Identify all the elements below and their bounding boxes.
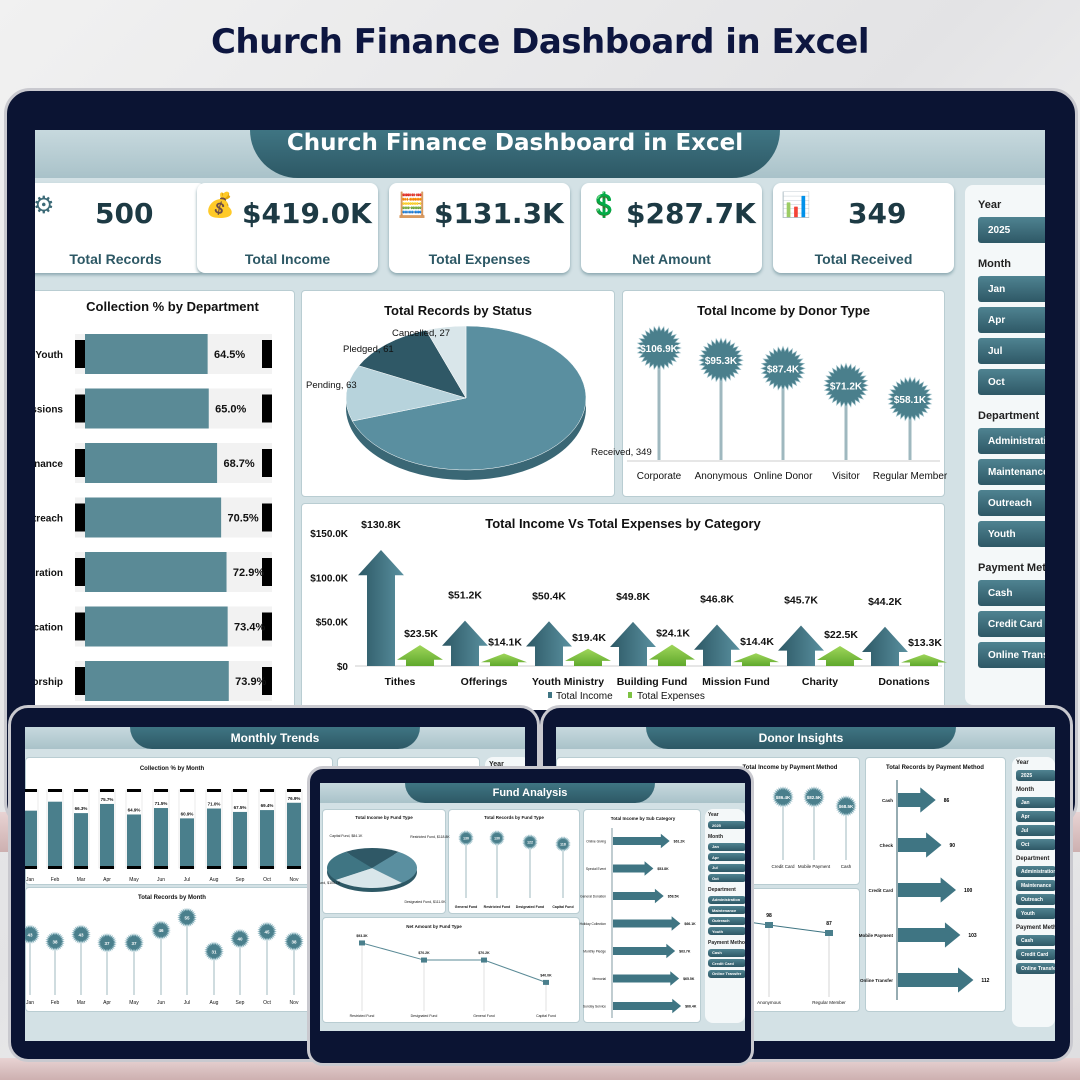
report-percent-icon: 📊	[781, 192, 811, 219]
collection-by-department-panel: Collection % by Department	[35, 290, 295, 710]
income-by-subcategory-panel	[583, 809, 701, 1023]
slicer-payment-online-transfer[interactable]: Online Transfer	[1016, 963, 1055, 974]
slicer-payment-online-transfer[interactable]: Online Transfer	[978, 642, 1045, 668]
slicer-month-jul[interactable]: Jul	[1016, 825, 1055, 836]
hand-coins-icon: 💲	[589, 192, 619, 219]
slicer-year-title: Year	[489, 761, 504, 768]
slicer-payment-cash[interactable]: Cash	[978, 580, 1045, 606]
slicer-payment-cash[interactable]: Cash	[1016, 935, 1055, 946]
slicer-department-maintenance[interactable]: Maintenance	[708, 906, 745, 914]
kpi-value: $131.3K	[434, 197, 564, 230]
slicer-panel: Year 2025 Month Jan Apr Jul Oct Department Admin…	[705, 809, 745, 1023]
donor-insights-title: Donor Insights	[646, 727, 956, 749]
slicer-department-youth[interactable]: Youth	[1016, 908, 1055, 919]
slicer-month-jul[interactable]: Jul	[708, 863, 745, 872]
slicer-payment-title: Payment Method	[708, 939, 745, 946]
slicer-department-youth[interactable]: Youth	[708, 927, 745, 935]
kpi-label: Total Records	[69, 251, 162, 267]
collection-by-month-panel	[25, 757, 333, 885]
panel-title: Collection % by Department	[86, 299, 259, 314]
slicer-year-2025[interactable]: 2025	[978, 217, 1045, 243]
kpi-card-total-received: 📊 349 Total Received	[773, 183, 954, 273]
slicer-month-oct[interactable]: Oct	[708, 874, 745, 882]
net-by-fund-panel	[322, 917, 580, 1023]
dashboard-title: Church Finance Dashboard in Excel	[250, 130, 780, 178]
calculator-icon: 🧮	[397, 192, 427, 219]
fund-analysis-title: Fund Analysis	[405, 783, 655, 803]
money-bag-chart-icon: 💰	[205, 192, 235, 219]
slicer-department-title: Department	[708, 886, 736, 893]
slicer-month-title: Month	[708, 833, 723, 840]
records-icon: ⚙	[35, 192, 55, 219]
fund-analysis-screen: Fund Analysis Year 2025 Month Jan Apr Jul Oct D…	[320, 783, 745, 1031]
slicer-department-title: Department	[978, 410, 1040, 422]
income-by-donor-panel: Total Income by Donor Type	[622, 290, 945, 497]
slicer-month-oct[interactable]: Oct	[978, 369, 1045, 395]
kpi-value: 349	[848, 197, 907, 230]
slicer-month-title: Month	[978, 258, 1011, 270]
slicer-payment-title: Payment Method	[978, 562, 1045, 574]
records-by-payment-panel	[865, 757, 1006, 1012]
slicer-payment-credit-card[interactable]: Credit Card	[978, 611, 1045, 637]
slicer-department-outreach[interactable]: Outreach	[1016, 894, 1055, 905]
slicer-department-maintenance[interactable]: Maintenance	[1016, 880, 1055, 891]
monthly-trends-title: Monthly Trends	[130, 727, 420, 749]
slicer-month-apr[interactable]: Apr	[1016, 811, 1055, 822]
kpi-label: Total Received	[814, 251, 913, 267]
slicer-department-administration[interactable]: Administration	[1016, 866, 1055, 877]
slicer-year-title: Year	[1016, 760, 1029, 766]
slicer-department-title: Department	[1016, 856, 1050, 862]
slicer-payment-title: Payment Method	[1016, 925, 1055, 931]
slicer-year-title: Year	[708, 812, 719, 818]
slicer-month-jan[interactable]: Jan	[1016, 797, 1055, 808]
records-by-status-panel: Total Records by Status	[301, 290, 615, 497]
slicer-month-jan[interactable]: Jan	[978, 276, 1045, 302]
panel-title: Total Income by Donor Type	[697, 303, 870, 318]
slicer-payment-cash[interactable]: Cash	[708, 948, 745, 957]
slicer-department-maintenance[interactable]: Maintenance	[978, 459, 1045, 485]
income-vs-expenses-panel: Total Income Vs Total Expenses by Catego…	[301, 503, 945, 710]
kpi-value: $419.0K	[242, 197, 372, 230]
slicer-department-outreach[interactable]: Outreach	[708, 916, 745, 925]
income-by-fund-panel	[322, 809, 446, 914]
kpi-label: Total Income	[244, 251, 331, 267]
hero-title: Church Finance Dashboard in Excel	[210, 22, 870, 62]
slicer-month-title: Month	[1016, 787, 1034, 793]
slicer-payment-credit-card[interactable]: Credit Card	[708, 959, 745, 967]
panel-title: Total Income Vs Total Expenses by Catego…	[485, 516, 761, 531]
slicer-year-2025[interactable]: 2025	[1016, 770, 1055, 781]
slicer-month-apr[interactable]: Apr	[708, 853, 745, 861]
laptop-base-bottom	[0, 1058, 1080, 1080]
panel-title: Total Records by Status	[384, 303, 532, 318]
kpi-label: Total Expenses	[428, 251, 531, 267]
kpi-card-total-income: 💰 $419.0K Total Income	[197, 183, 378, 273]
slicer-department-outreach[interactable]: Outreach	[978, 490, 1045, 516]
kpi-card-total-records: ⚙ 500 Total Records	[35, 183, 206, 273]
kpi-value: $287.7K	[626, 197, 756, 230]
kpi-value: 500	[95, 197, 154, 230]
slicer-department-youth[interactable]: Youth	[978, 521, 1045, 547]
slicer-panel: Year 2025 Month Jan Apr Jul Oct Department Admin…	[1012, 757, 1055, 1027]
kpi-card-total-expenses: 🧮 $131.3K Total Expenses	[389, 183, 570, 273]
slicer-year-2025[interactable]: 2025	[708, 821, 745, 829]
kpi-label: Net Amount	[632, 251, 711, 267]
main-dashboard-screen: Church Finance Dashboard in Excel Collec…	[35, 130, 1045, 710]
records-by-month-panel	[25, 887, 333, 1012]
slicer-panel: Year 2025 Month Jan Apr Jul Oct Department Admin…	[965, 185, 1045, 705]
slicer-month-oct[interactable]: Oct	[1016, 839, 1055, 850]
kpi-card-net-amount: 💲 $287.7K Net Amount	[581, 183, 762, 273]
slicer-payment-online-transfer[interactable]: Online Transfer	[708, 969, 745, 978]
slicer-department-administration[interactable]: Administration	[708, 895, 745, 904]
slicer-month-jan[interactable]: Jan	[708, 842, 745, 851]
slicer-year-title: Year	[978, 199, 1002, 211]
slicer-payment-credit-card[interactable]: Credit Card	[1016, 949, 1055, 960]
slicer-month-jul[interactable]: Jul	[978, 338, 1045, 364]
slicer-department-administration[interactable]: Administration	[978, 428, 1045, 454]
slicer-month-apr[interactable]: Apr	[978, 307, 1045, 333]
records-by-fund-panel	[448, 809, 580, 914]
